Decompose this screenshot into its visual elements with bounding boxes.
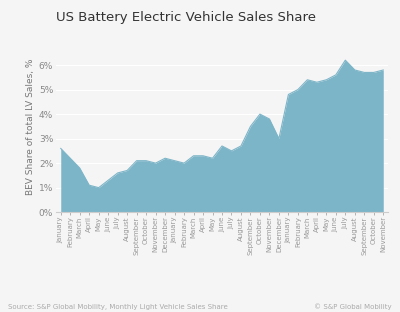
Text: Source: S&P Global Mobility, Monthly Light Vehicle Sales Share: Source: S&P Global Mobility, Monthly Lig… bbox=[8, 305, 228, 310]
Text: US Battery Electric Vehicle Sales Share: US Battery Electric Vehicle Sales Share bbox=[56, 11, 316, 24]
Text: © S&P Global Mobility: © S&P Global Mobility bbox=[314, 304, 392, 310]
Y-axis label: BEV Share of total LV Sales, %: BEV Share of total LV Sales, % bbox=[26, 58, 35, 195]
